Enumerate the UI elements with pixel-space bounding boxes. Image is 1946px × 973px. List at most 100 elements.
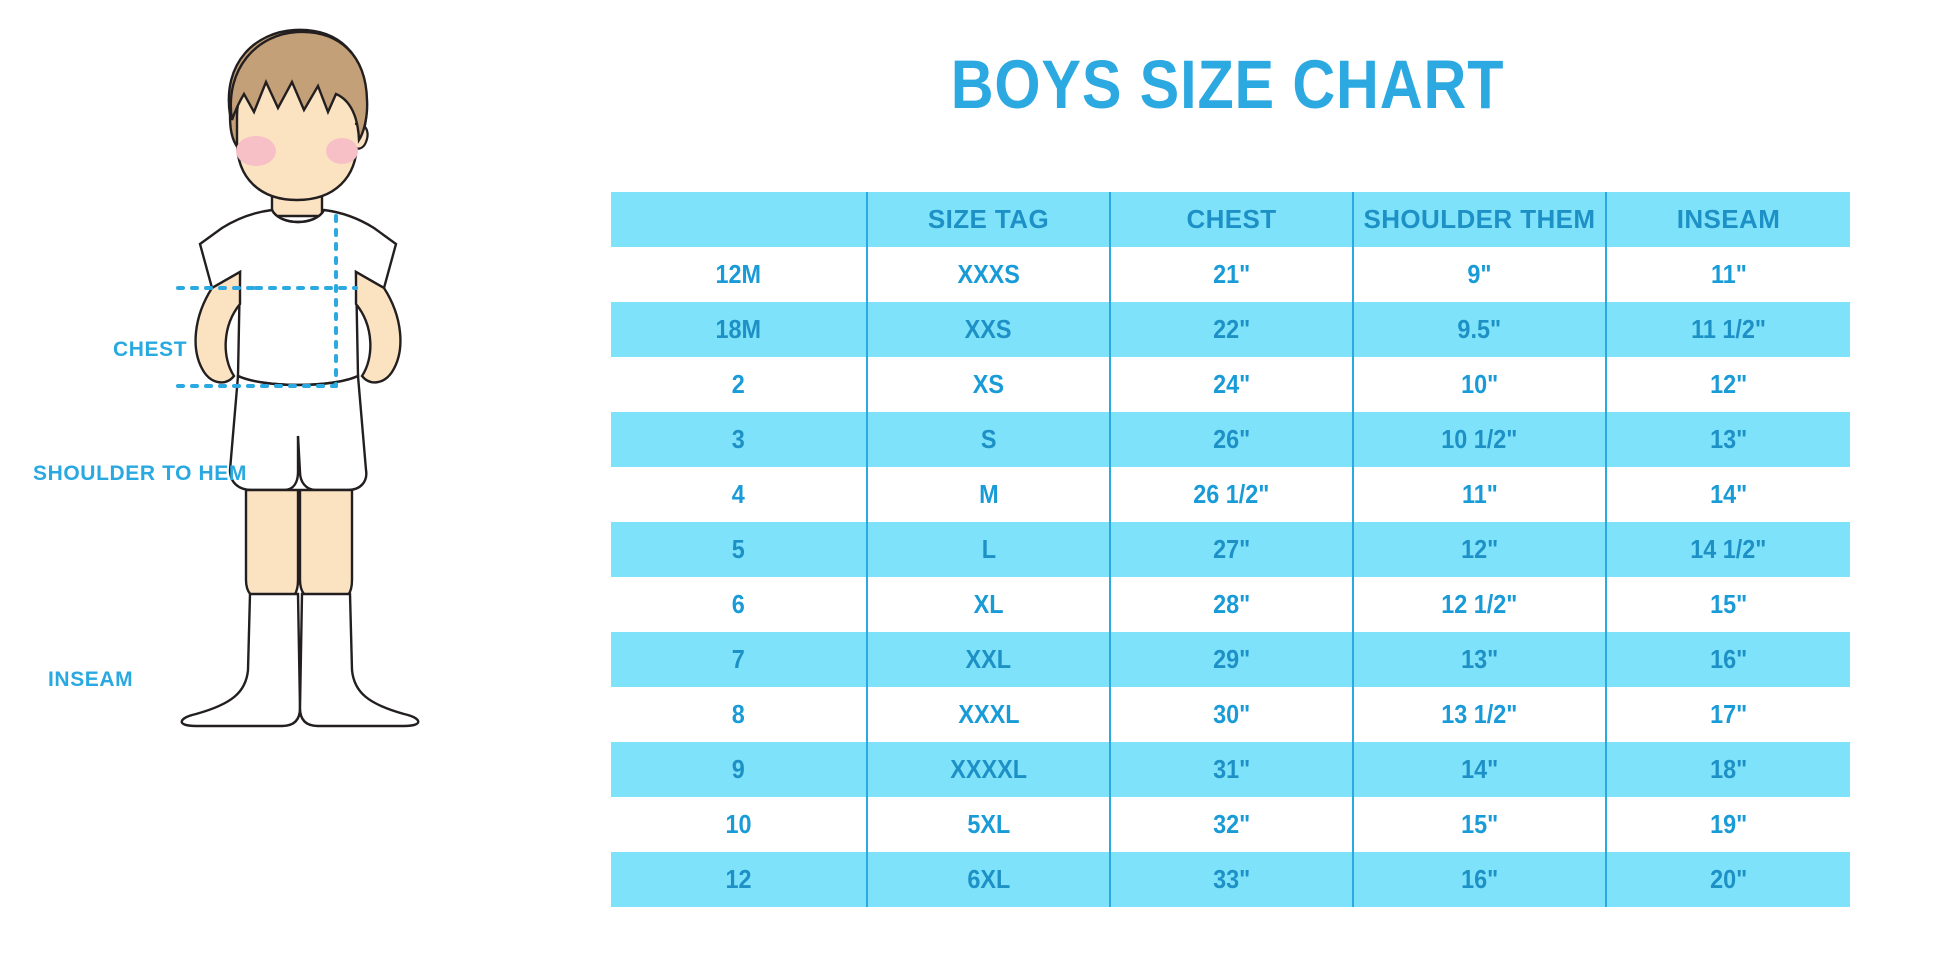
cell-chest: 24" (1109, 357, 1353, 412)
chest-measure-label: CHEST (113, 338, 188, 361)
cell-chest: 32" (1109, 797, 1353, 852)
table-row: 4 M 26 1/2" 11" 14" (611, 467, 1850, 522)
cell-inseam: 18" (1605, 742, 1850, 797)
cell-chest: 30" (1109, 687, 1353, 742)
cell-shoulder-them: 13 1/2" (1352, 687, 1606, 742)
cell-inseam: 14 1/2" (1605, 522, 1850, 577)
table-row: 12 6XL 33" 16" 20" (611, 852, 1850, 907)
cell-inseam: 17" (1605, 687, 1850, 742)
cell-age: 18M (611, 302, 867, 357)
cell-size-tag: L (866, 522, 1110, 577)
cell-shoulder-them: 11" (1352, 467, 1606, 522)
cell-inseam: 20" (1605, 852, 1850, 907)
cell-size-tag: S (866, 412, 1110, 467)
header-cell-inseam: INSEAM (1605, 192, 1850, 247)
cell-size-tag: 6XL (866, 852, 1110, 907)
size-table-header: SIZE TAG CHEST SHOULDER THEM INSEAM (611, 192, 1850, 247)
shorts-shape (228, 374, 368, 492)
cell-age: 6 (611, 577, 867, 632)
cell-inseam: 11" (1605, 247, 1850, 302)
size-table-container: SIZE TAG CHEST SHOULDER THEM INSEAM 12M X… (611, 192, 1850, 907)
size-table: SIZE TAG CHEST SHOULDER THEM INSEAM 12M X… (611, 192, 1850, 907)
size-table-body: 12M XXXS 21" 9" 11" 18M XXS 22" 9.5" 11 1/2" 2 XS 24… (611, 247, 1850, 907)
cell-shoulder-them: 9" (1352, 247, 1606, 302)
inseam-measure-label: INSEAM (48, 668, 134, 691)
cell-inseam: 14" (1605, 467, 1850, 522)
leg-left (244, 488, 300, 602)
cell-shoulder-them: 13" (1352, 632, 1606, 687)
shorts-crotch-line (296, 435, 301, 473)
table-row: 12M XXXS 21" 9" 11" (611, 247, 1850, 302)
header-cell-chest: CHEST (1109, 192, 1353, 247)
table-row: 8 XXXL 30" 13 1/2" 17" (611, 687, 1850, 742)
header-cell-size-tag: SIZE TAG (866, 192, 1110, 247)
cell-age: 12M (611, 247, 867, 302)
table-row: 3 S 26" 10 1/2" 13" (611, 412, 1850, 467)
cell-shoulder-them: 10 1/2" (1352, 412, 1606, 467)
cell-size-tag: XXXL (866, 687, 1110, 742)
cell-size-tag: XXXXL (866, 742, 1110, 797)
cell-age: 7 (611, 632, 867, 687)
cell-age: 9 (611, 742, 867, 797)
cell-age: 3 (611, 412, 867, 467)
header-cell-age (611, 192, 867, 247)
table-row: 5 L 27" 12" 14 1/2" (611, 522, 1850, 577)
table-row: 2 XS 24" 10" 12" (611, 357, 1850, 412)
header-cell-shoulder-them: SHOULDER THEM (1352, 192, 1606, 247)
page-title: BOYS SIZE CHART (950, 46, 1505, 123)
table-row: 9 XXXXL 31" 14" 18" (611, 742, 1850, 797)
arm-right (354, 269, 402, 384)
table-row: 7 XXL 29" 13" 16" (611, 632, 1850, 687)
shoulder-to-hem-measure-label: SHOULDER TO HEM (33, 462, 247, 485)
cell-inseam: 13" (1605, 412, 1850, 467)
cell-chest: 31" (1109, 742, 1353, 797)
boy-illustration-panel: CHEST SHOULDER TO HEM INSEAM (0, 0, 600, 973)
header-row: SIZE TAG CHEST SHOULDER THEM INSEAM (611, 192, 1850, 247)
cell-inseam: 12" (1605, 357, 1850, 412)
cell-size-tag: XXL (866, 632, 1110, 687)
leg-right (298, 488, 354, 602)
table-row: 6 XL 28" 12 1/2" 15" (611, 577, 1850, 632)
cell-chest: 21" (1109, 247, 1353, 302)
cell-chest: 29" (1109, 632, 1353, 687)
hair-fringe (229, 30, 369, 144)
cell-shoulder-them: 14" (1352, 742, 1606, 797)
cell-shoulder-them: 16" (1352, 852, 1606, 907)
arm-left (194, 269, 242, 384)
cell-inseam: 19" (1605, 797, 1850, 852)
cell-age: 8 (611, 687, 867, 742)
cell-inseam: 16" (1605, 632, 1850, 687)
cell-size-tag: XS (866, 357, 1110, 412)
cell-shoulder-them: 12 1/2" (1352, 577, 1606, 632)
cell-age: 5 (611, 522, 867, 577)
collar-line (270, 209, 326, 224)
shoe-left (180, 592, 302, 728)
cell-age: 4 (611, 467, 867, 522)
cell-age: 10 (611, 797, 867, 852)
boy-figure-illustration (176, 28, 420, 728)
cell-chest: 22" (1109, 302, 1353, 357)
cell-size-tag: 5XL (866, 797, 1110, 852)
cell-inseam: 15" (1605, 577, 1850, 632)
cheek-left (236, 136, 276, 166)
cheek-right (326, 138, 358, 164)
cell-size-tag: XXXS (866, 247, 1110, 302)
cell-shoulder-them: 12" (1352, 522, 1606, 577)
shoe-right (298, 592, 420, 728)
cell-chest: 26" (1109, 412, 1353, 467)
cell-chest: 28" (1109, 577, 1353, 632)
cell-shoulder-them: 10" (1352, 357, 1606, 412)
cell-inseam: 11 1/2" (1605, 302, 1850, 357)
table-row: 10 5XL 32" 15" 19" (611, 797, 1850, 852)
cell-chest: 27" (1109, 522, 1353, 577)
cell-shoulder-them: 15" (1352, 797, 1606, 852)
cell-size-tag: M (866, 467, 1110, 522)
cell-size-tag: XXS (866, 302, 1110, 357)
table-row: 18M XXS 22" 9.5" 11 1/2" (611, 302, 1850, 357)
cell-chest: 33" (1109, 852, 1353, 907)
cell-age: 12 (611, 852, 867, 907)
cell-shoulder-them: 9.5" (1352, 302, 1606, 357)
cell-age: 2 (611, 357, 867, 412)
cell-size-tag: XL (866, 577, 1110, 632)
